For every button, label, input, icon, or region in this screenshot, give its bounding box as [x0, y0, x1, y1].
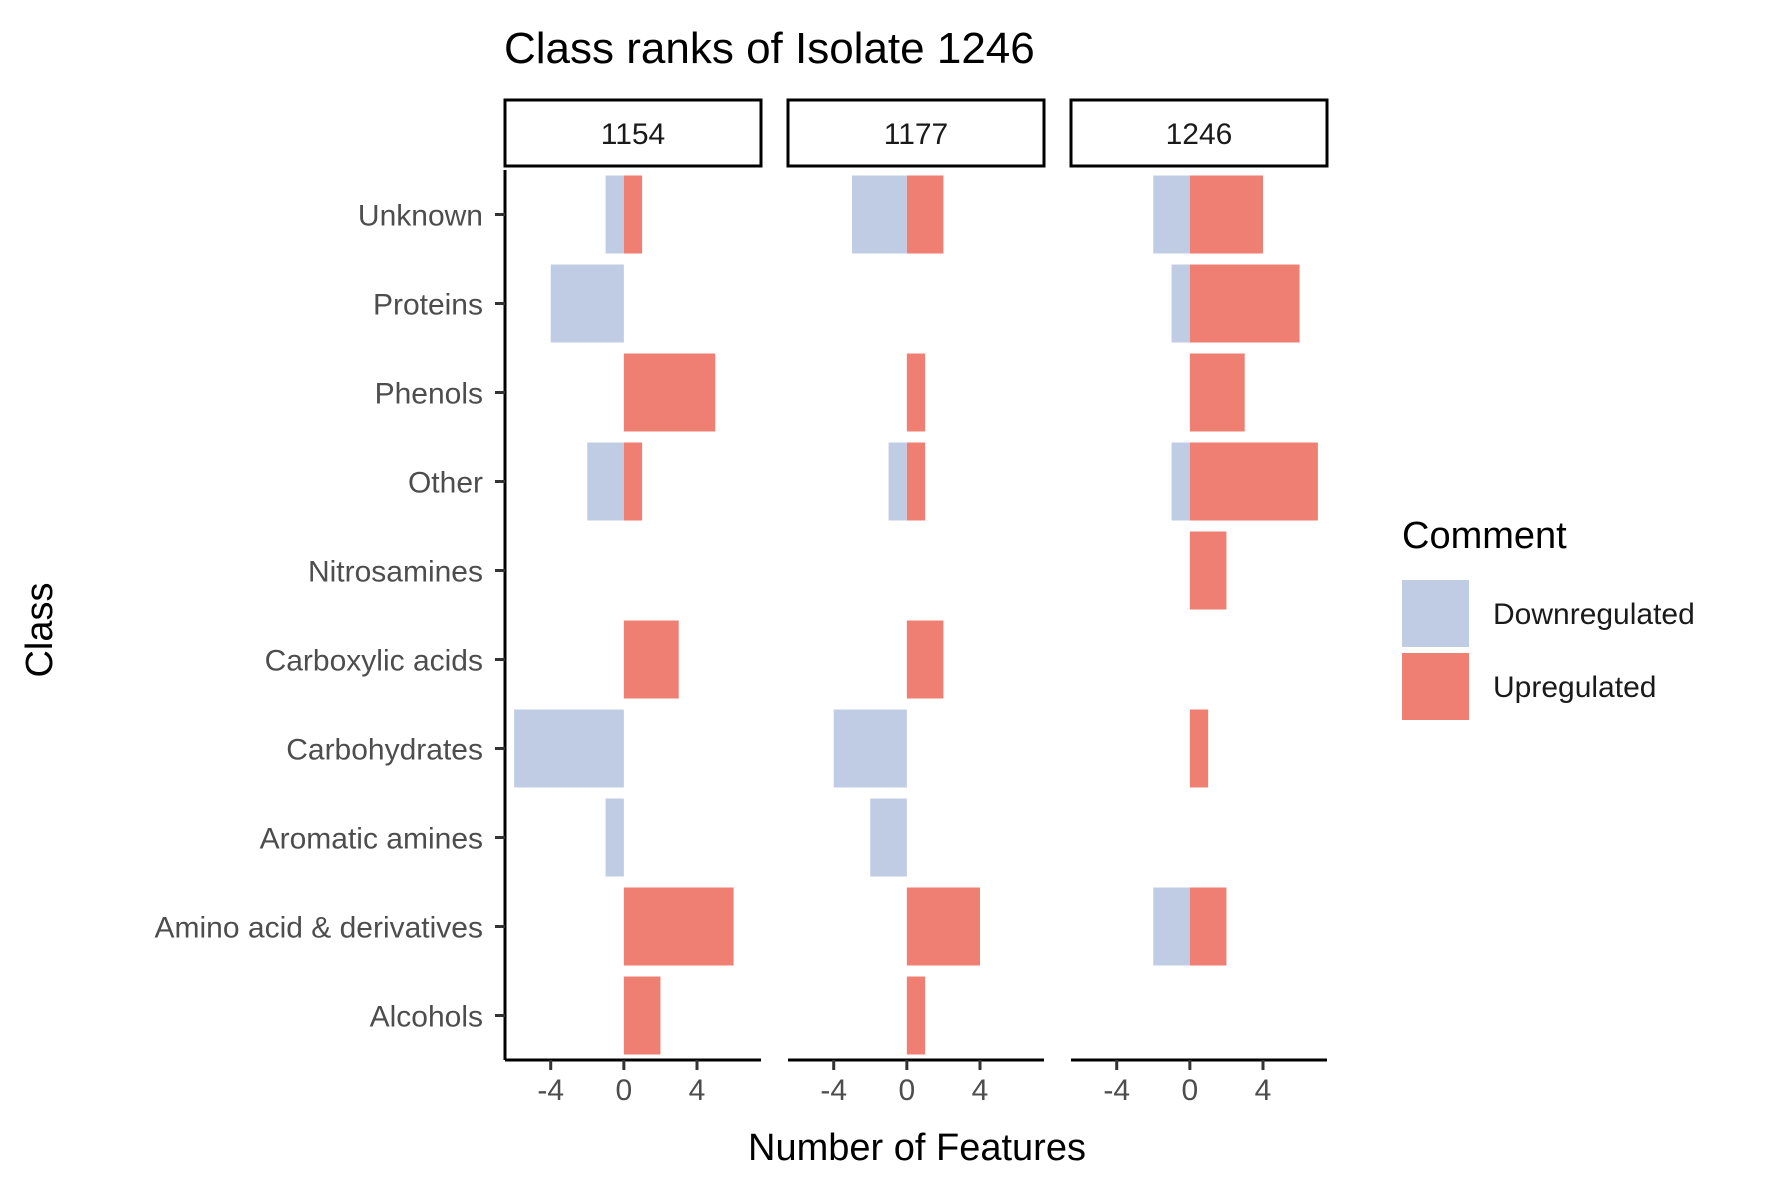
strip-box: [503, 98, 763, 168]
bar-upregulated-phenols: [1189, 353, 1245, 432]
x-axis-title: Number of Features: [748, 1127, 1086, 1169]
bar-upregulated-carboxylic-acids: [623, 620, 679, 699]
category-label: Carbohydrates: [286, 734, 483, 767]
panel-1154: 1154 -4 0 4: [503, 98, 763, 1107]
legend: Comment Downregulated Upregulated: [1402, 515, 1695, 720]
bar-upregulated-phenols: [906, 353, 926, 432]
panel-1246: 1246 -4 0 4: [1069, 98, 1329, 1107]
strip-label: 1246: [1166, 118, 1233, 151]
bar-downregulated-amino-acid-derivatives: [1153, 887, 1190, 966]
bar-downregulated-proteins: [550, 264, 624, 343]
category-label: Alcohols: [370, 1001, 483, 1034]
bar-upregulated-alcohols: [906, 976, 926, 1055]
strip-label: 1154: [601, 118, 666, 151]
x-tick-label: -4: [537, 1074, 564, 1107]
bar-upregulated-amino-acid-derivatives: [1189, 887, 1227, 966]
bar-upregulated-phenols: [623, 353, 716, 432]
bar-upregulated-amino-acid-derivatives: [623, 887, 734, 966]
panels-layer: 1154 -4 0 4 1177 -4 0 4 1246 -4 0 4: [503, 98, 1329, 1107]
x-tick-label: 0: [616, 1074, 633, 1107]
bar-upregulated-unknown: [1189, 175, 1263, 254]
y-axis: Unknown Proteins Phenols Other Nitrosamines C…: [155, 170, 507, 1060]
legend-label-downregulated: Downregulated: [1493, 598, 1695, 631]
bar-downregulated-other: [587, 442, 624, 521]
category-label: Nitrosamines: [308, 556, 483, 589]
bar-downregulated-other: [1171, 442, 1190, 521]
bar-upregulated-other: [1189, 442, 1318, 521]
category-label: Proteins: [373, 289, 483, 322]
x-tick-label: -4: [820, 1074, 847, 1107]
category-label: Aromatic amines: [260, 823, 483, 856]
bar-upregulated-other: [623, 442, 643, 521]
x-tick-label: 4: [689, 1074, 706, 1107]
bar-upregulated-nitrosamines: [1189, 531, 1227, 610]
bar-upregulated-unknown: [906, 175, 944, 254]
bar-downregulated-other: [888, 442, 907, 521]
bar-downregulated-carbohydrates: [833, 709, 907, 788]
bar-upregulated-other: [906, 442, 926, 521]
bar-upregulated-amino-acid-derivatives: [906, 887, 980, 966]
bar-downregulated-aromatic-amines: [605, 798, 624, 877]
bar-downregulated-unknown: [1153, 175, 1190, 254]
category-label: Carboxylic acids: [265, 645, 483, 678]
strip-label: 1177: [884, 118, 949, 151]
legend-key-downregulated: [1402, 580, 1469, 647]
bar-downregulated-unknown: [605, 175, 624, 254]
bar-upregulated-carboxylic-acids: [906, 620, 944, 699]
y-axis-title: Class: [19, 582, 61, 677]
bar-upregulated-carbohydrates: [1189, 709, 1209, 788]
bar-upregulated-alcohols: [623, 976, 661, 1055]
category-label: Phenols: [375, 378, 483, 411]
legend-label-upregulated: Upregulated: [1493, 671, 1656, 704]
bar-downregulated-proteins: [1171, 264, 1190, 343]
bar-downregulated-unknown: [852, 175, 907, 254]
category-label: Amino acid & derivatives: [155, 912, 483, 945]
category-label: Other: [408, 467, 483, 500]
bar-downregulated-carbohydrates: [514, 709, 624, 788]
legend-title: Comment: [1402, 515, 1567, 557]
panel-1177: 1177 -4 0 4: [786, 98, 1046, 1107]
x-tick-label: 4: [972, 1074, 989, 1107]
x-tick-label: 4: [1255, 1074, 1272, 1107]
legend-key-upregulated: [1402, 653, 1469, 720]
strip-box: [786, 98, 1046, 168]
x-tick-label: 0: [1182, 1074, 1199, 1107]
bar-upregulated-proteins: [1189, 264, 1300, 343]
x-tick-label: -4: [1103, 1074, 1130, 1107]
bar-downregulated-aromatic-amines: [870, 798, 907, 877]
strip-box: [1069, 98, 1329, 168]
category-label: Unknown: [358, 200, 483, 233]
bar-upregulated-unknown: [623, 175, 643, 254]
chart-title: Class ranks of Isolate 1246: [504, 24, 1035, 73]
x-tick-label: 0: [899, 1074, 916, 1107]
